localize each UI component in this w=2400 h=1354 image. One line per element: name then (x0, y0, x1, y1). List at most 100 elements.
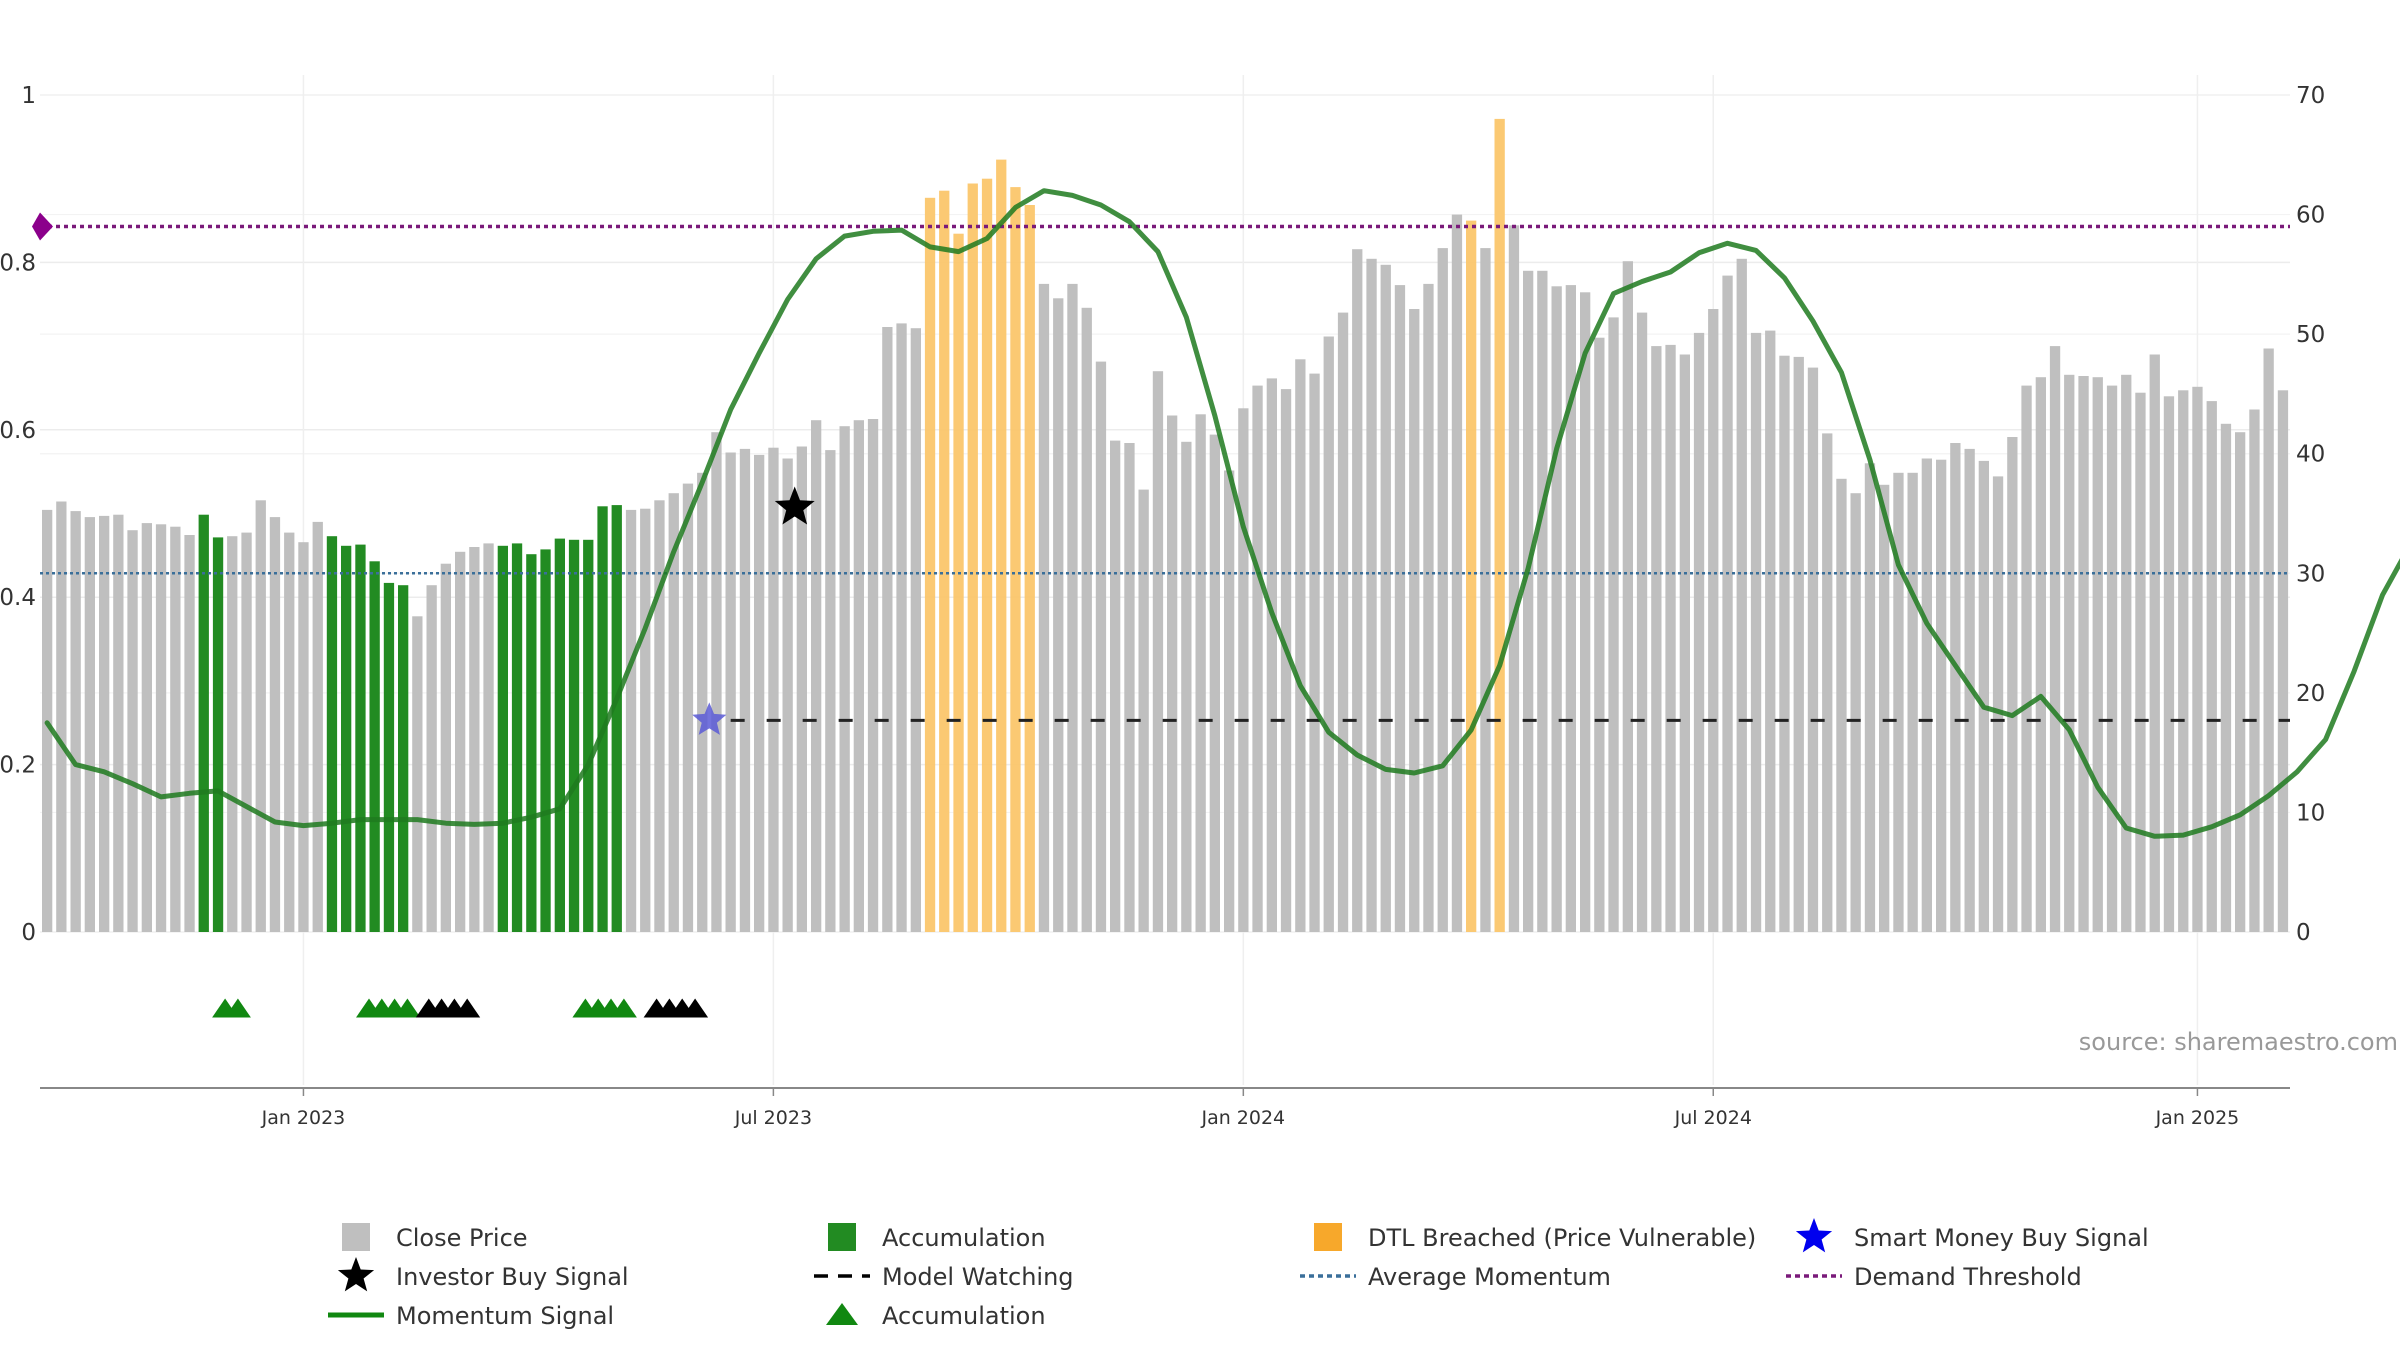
signal-markers-layer (212, 486, 815, 1018)
y-right-tick-label: 30 (2296, 561, 2325, 587)
price-bar (469, 547, 480, 932)
dtl-breached-bar (1010, 187, 1021, 933)
price-bar (2064, 374, 2075, 932)
price-bar (1152, 371, 1164, 932)
momentum-signal-line (44, 188, 2400, 839)
price-bar (2135, 392, 2146, 932)
price-bar (811, 420, 822, 932)
accumulation-bar (326, 536, 338, 932)
price-bar (1992, 476, 2004, 932)
price-bar (1693, 332, 1705, 932)
accumulation-bar (198, 514, 209, 932)
price-bar (1309, 373, 1320, 933)
price-bar (1765, 330, 1776, 933)
price-bar (227, 536, 238, 932)
price-bar (1423, 283, 1434, 932)
y-left-tick-label: 0.2 (0, 753, 36, 779)
price-bar (1124, 443, 1135, 932)
accumulation-bar (554, 538, 565, 932)
x-tick-label: Jan 2024 (1200, 1107, 1285, 1129)
legend: Close Price Accumulation DTL Breached (Pri… (328, 1218, 2149, 1330)
legend-label-average_momentum: Average Momentum (1368, 1263, 1611, 1291)
price-bar (1622, 261, 1633, 932)
price-bar (312, 521, 323, 932)
y-right-tick-label: 40 (2296, 442, 2325, 468)
price-bars-layer (42, 118, 2289, 933)
accumulation-bar (383, 582, 395, 932)
price-bar (1893, 472, 1904, 932)
price-bar (711, 432, 722, 932)
price-bar (1352, 249, 1363, 932)
y-right-tick-label: 20 (2296, 681, 2325, 707)
accumulation-bar (583, 539, 594, 932)
price-bar (2220, 423, 2232, 932)
price-bar (1523, 270, 1534, 932)
price-bar (455, 551, 466, 932)
dtl-breached-bar (1466, 220, 1477, 933)
price-bar (1950, 443, 1961, 932)
price-bar (113, 514, 124, 932)
price-bar (1224, 470, 1235, 932)
price-bar (2035, 377, 2046, 932)
accumulation-triangle (454, 998, 481, 1018)
price-bar (768, 447, 779, 932)
price-bar (725, 452, 736, 932)
price-bar (1850, 493, 1861, 932)
price-bar (184, 535, 195, 932)
price-bar (1181, 441, 1192, 932)
accumulation-bar (369, 561, 380, 932)
price-bar (1907, 472, 1918, 932)
price-bar (625, 509, 637, 932)
legend-item-demand_threshold: Demand Threshold (1786, 1263, 2082, 1291)
y-right-tick-label: 0 (2296, 920, 2311, 946)
price-bar (1736, 258, 1747, 932)
accumulation-bar (568, 539, 580, 932)
smart-money-buy-star (692, 702, 727, 735)
price-bar (1095, 361, 1107, 933)
price-bar (155, 524, 167, 932)
price-bar (1295, 359, 1306, 932)
accumulation-triangle (394, 998, 421, 1018)
price-bar (1280, 389, 1292, 933)
price-bar (2163, 396, 2175, 932)
price-bar (853, 420, 864, 932)
price-bar (1651, 346, 1662, 933)
price-bar (1366, 258, 1377, 932)
price-bar (2235, 432, 2246, 932)
price-bar (412, 616, 423, 932)
legend-label-momentum_signal: Momentum Signal (396, 1302, 614, 1330)
legend-label-smart_money_buy: Smart Money Buy Signal (1854, 1224, 2149, 1252)
price-bar (1380, 264, 1391, 932)
price-bar (2277, 390, 2289, 932)
accumulation-bar (355, 544, 366, 932)
dtl-breached-bar (1024, 205, 1035, 932)
legend-item-dtl_breached: DTL Breached (Price Vulnerable) (1314, 1223, 1756, 1252)
price-bar (2106, 385, 2118, 933)
price-bar (1864, 463, 1876, 932)
y-left-tick-label: 0.8 (0, 250, 36, 276)
legend-item-smart_money_buy: Smart Money Buy Signal (1795, 1218, 2149, 1253)
x-tick-label: Jul 2023 (734, 1107, 812, 1129)
demand-threshold-marker (32, 212, 53, 241)
dtl-breached-bar (939, 190, 950, 932)
momentum-layer (44, 188, 2400, 839)
accumulation-bar (212, 537, 224, 932)
price-bar (867, 419, 879, 932)
source-credit: source: sharemaestro.com (2079, 1028, 2398, 1056)
price-bar (1594, 337, 1605, 932)
price-bar (1722, 275, 1733, 933)
price-bar (1679, 354, 1690, 932)
y-right-tick-label: 10 (2296, 800, 2325, 826)
price-bar (1822, 433, 1833, 932)
price-bar (754, 454, 765, 932)
price-bar (255, 500, 266, 932)
price-bar (2049, 346, 2061, 933)
price-bar (1551, 286, 1562, 932)
accumulation-bar (341, 545, 352, 932)
price-bar (796, 446, 807, 932)
price-bar (1110, 440, 1121, 932)
x-tick-label: Jul 2024 (1674, 1107, 1752, 1129)
price-bar (2021, 385, 2032, 933)
price-bar (896, 323, 907, 932)
